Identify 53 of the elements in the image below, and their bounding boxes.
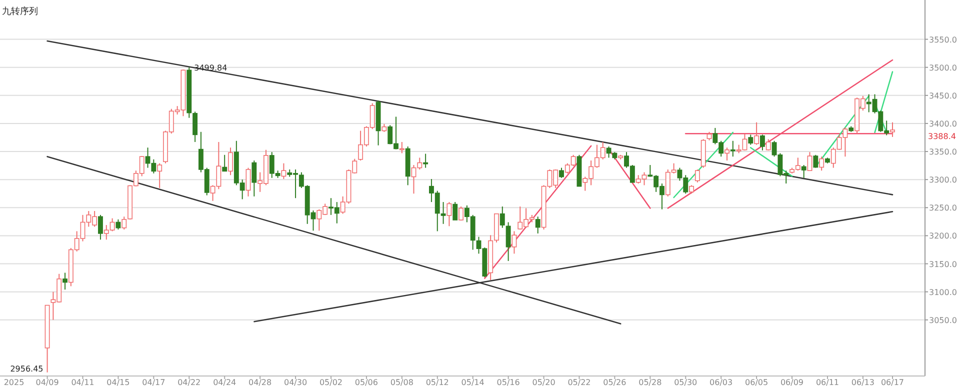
y-tick-label: 3350.0	[929, 148, 957, 157]
x-tick-label: 05/30	[674, 378, 698, 386]
x-tick-label: 04/15	[106, 378, 130, 386]
x-tick-label: 05/08	[390, 378, 414, 386]
annotation: 3499.84	[194, 63, 228, 72]
x-tick-label: 04/24	[213, 378, 236, 386]
y-tick-label: 3050.0	[929, 316, 957, 325]
x-tick-label: 04/09	[36, 378, 59, 386]
x-tick-label: 06/03	[710, 378, 733, 386]
y-tick-label: 3500.0	[929, 63, 957, 72]
candlestick	[754, 122, 760, 146]
y-tick-label: 3250.0	[929, 204, 957, 213]
x-tick-label: 05/26	[603, 378, 626, 386]
x-tick-label: 05/22	[568, 378, 591, 386]
x-tick-label: 05/06	[354, 378, 378, 386]
x-tick-label: 06/17	[880, 378, 904, 386]
x-tick-label: 06/09	[780, 378, 804, 386]
y-tick-label: 3400.0	[929, 119, 957, 128]
y-tick-label: 3100.0	[929, 288, 957, 297]
text: 3388.4	[928, 132, 956, 141]
candlestick	[500, 206, 505, 228]
candlestick	[825, 157, 830, 164]
candlestick	[281, 162, 286, 180]
candlestick	[890, 122, 895, 138]
x-tick-label: 05/02	[319, 378, 343, 386]
x-tick-label: 05/20	[532, 378, 556, 386]
y-tick-label: 3150.0	[929, 260, 957, 269]
x-tick-label: 06/13	[851, 378, 874, 386]
y-tick-label: 3550.0	[929, 35, 957, 44]
x-tick-label: 04/11	[71, 378, 94, 386]
y-tick-label: 3300.0	[929, 176, 957, 185]
y-tick-label: 3200.0	[929, 232, 957, 241]
text: 九转序列	[2, 6, 38, 17]
x-tick-label: 04/30	[284, 378, 308, 386]
x-tick-label: 04/22	[178, 378, 201, 386]
candlestick	[488, 234, 494, 281]
x-tick-label: 05/14	[461, 378, 484, 386]
candlestick	[766, 138, 771, 150]
candlestick	[535, 216, 540, 234]
x-tick-label: 05/16	[496, 378, 520, 386]
x-tick-label: 04/28	[248, 378, 272, 386]
x-tick-label: 05/12	[426, 378, 449, 386]
text: 2025	[4, 378, 24, 386]
x-tick-label: 06/11	[816, 378, 840, 386]
candlestick	[506, 222, 511, 262]
x-tick-label: 06/05	[745, 378, 768, 386]
y-tick-label: 3450.0	[929, 91, 957, 100]
annotation: 2956.45	[10, 364, 44, 374]
candlestick	[382, 124, 387, 132]
x-tick-label: 04/17	[142, 378, 166, 386]
candlestick	[62, 272, 68, 290]
candlestick	[440, 202, 446, 224]
x-tick-label: 05/28	[638, 378, 662, 386]
